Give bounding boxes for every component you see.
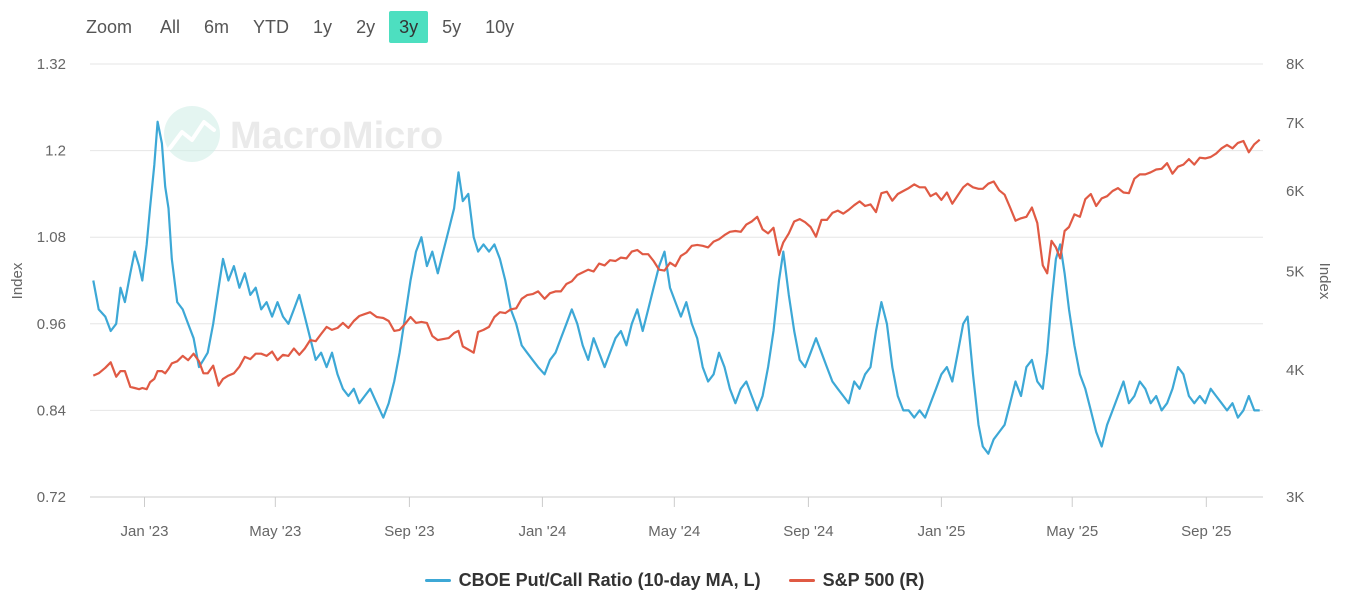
zoom-label: Zoom <box>86 16 133 37</box>
right-axis: 8K 7K 6K 5K 4K 3K <box>1286 56 1304 506</box>
right-tick-label: 8K <box>1286 56 1304 73</box>
chart-area[interactable]: MacroMicro 1.32 1.2 1.08 0.96 0.84 0.72 8K 7K 6… <box>0 0 1349 560</box>
left-axis: 1.32 1.2 1.08 0.96 0.84 0.72 <box>37 56 66 506</box>
x-tick-label: Jan '24 <box>518 523 566 540</box>
left-tick-label: 0.96 <box>37 316 66 333</box>
watermark-text: MacroMicro <box>230 115 443 157</box>
right-tick-label: 4K <box>1286 362 1304 379</box>
zoom-6m-button[interactable]: 6m <box>204 17 230 37</box>
watermark: MacroMicro <box>164 106 443 162</box>
x-tick-label: May '23 <box>249 523 301 540</box>
left-tick-label: 0.84 <box>37 402 66 419</box>
x-axis: Jan '23 May '23 Sep '23 Jan '24 May '24 Sep '… <box>90 496 1263 540</box>
legend-item-putcall[interactable]: CBOE Put/Call Ratio (10-day MA, L) <box>424 570 761 591</box>
legend: CBOE Put/Call Ratio (10-day MA, L) S&P 5… <box>0 570 1349 591</box>
x-tick-label: Jan '23 <box>121 523 169 540</box>
zoom-all-button[interactable]: All <box>160 17 181 37</box>
series-line-putcall <box>92 120 1260 455</box>
left-tick-label: 1.2 <box>45 143 66 160</box>
zoom-ytd-button[interactable]: YTD <box>253 17 290 37</box>
x-tick-label: Sep '25 <box>1181 523 1231 540</box>
zoom-3y-button[interactable]: 3y <box>389 11 429 43</box>
legend-swatch-sp500 <box>788 579 815 582</box>
zoom-1y-button[interactable]: 1y <box>313 17 333 37</box>
left-tick-label: 0.72 <box>37 489 66 506</box>
watermark-chart-icon <box>168 120 216 150</box>
x-tick-label: Sep '23 <box>384 523 434 540</box>
right-tick-label: 3K <box>1286 489 1304 506</box>
series-line-sp500 <box>92 138 1261 391</box>
right-tick-label: 5K <box>1286 263 1304 280</box>
zoom-10y-button[interactable]: 10y <box>485 17 515 37</box>
legend-label-sp500: S&P 500 (R) <box>822 570 925 590</box>
right-tick-label: 7K <box>1286 115 1304 132</box>
legend-label-putcall: CBOE Put/Call Ratio (10-day MA, L) <box>458 570 761 590</box>
zoom-5y-button[interactable]: 5y <box>442 17 462 37</box>
left-tick-label: 1.08 <box>37 229 66 246</box>
zoom-2y-button[interactable]: 2y <box>356 17 376 37</box>
legend-swatch-putcall <box>424 579 451 582</box>
x-tick-label: May '24 <box>648 523 700 540</box>
left-tick-label: 1.32 <box>37 56 66 73</box>
right-axis-title: Index <box>1316 263 1333 300</box>
zoom-bar: Zoom All 6m YTD 1y 2y 3y 5y 10y <box>78 11 528 43</box>
x-tick-label: May '25 <box>1046 523 1098 540</box>
left-axis-title: Index <box>9 262 26 299</box>
right-tick-label: 6K <box>1286 183 1304 200</box>
x-tick-label: Jan '25 <box>917 523 965 540</box>
series-layer <box>92 120 1261 455</box>
x-tick-label: Sep '24 <box>783 523 833 540</box>
watermark-logo-icon <box>164 106 220 162</box>
legend-item-sp500[interactable]: S&P 500 (R) <box>788 570 925 591</box>
